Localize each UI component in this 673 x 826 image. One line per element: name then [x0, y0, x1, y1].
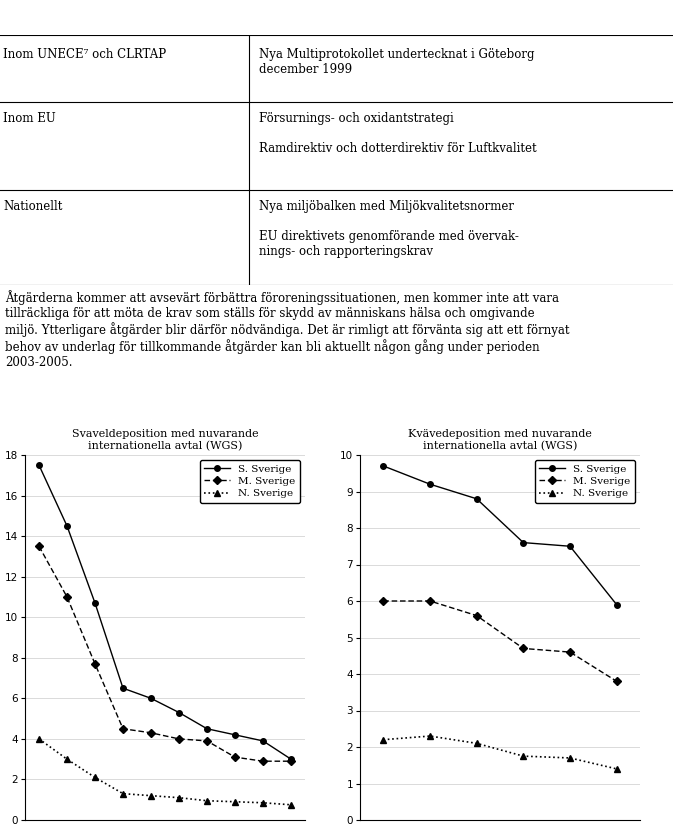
Text: Nya Multiprotokollet undertecknat i Göteborg
december 1999: Nya Multiprotokollet undertecknat i Göte… — [259, 48, 534, 75]
Legend: S. Sverige, M. Sverige, N. Sverige: S. Sverige, M. Sverige, N. Sverige — [535, 460, 635, 503]
Text: Försurnings- och oxidantstrategi

Ramdirektiv och dotterdirektiv för Luftkvalite: Försurnings- och oxidantstrategi Ramdire… — [259, 112, 537, 155]
Legend: S. Sverige, M. Sverige, N. Sverige: S. Sverige, M. Sverige, N. Sverige — [200, 460, 299, 503]
Text: Åtgärderna kommer att avsevärt förbättra föroreningssituationen, men kommer inte: Åtgärderna kommer att avsevärt förbättra… — [5, 290, 569, 369]
Text: Nationellt: Nationellt — [3, 200, 63, 213]
Text: Inom UNECE⁷ och CLRTAP: Inom UNECE⁷ och CLRTAP — [3, 48, 166, 60]
Text: Inom EU: Inom EU — [3, 112, 56, 125]
Text: Nya miljöbalken med Miljökvalitetsnormer

EU direktivets genomförande med överva: Nya miljöbalken med Miljökvalitetsnormer… — [259, 200, 519, 258]
Title: Svaveldeposition med nuvarande
internationella avtal (WGS): Svaveldeposition med nuvarande internati… — [72, 430, 258, 452]
Title: Kvävedeposition med nuvarande
internationella avtal (WGS): Kvävedeposition med nuvarande internatio… — [408, 430, 592, 452]
